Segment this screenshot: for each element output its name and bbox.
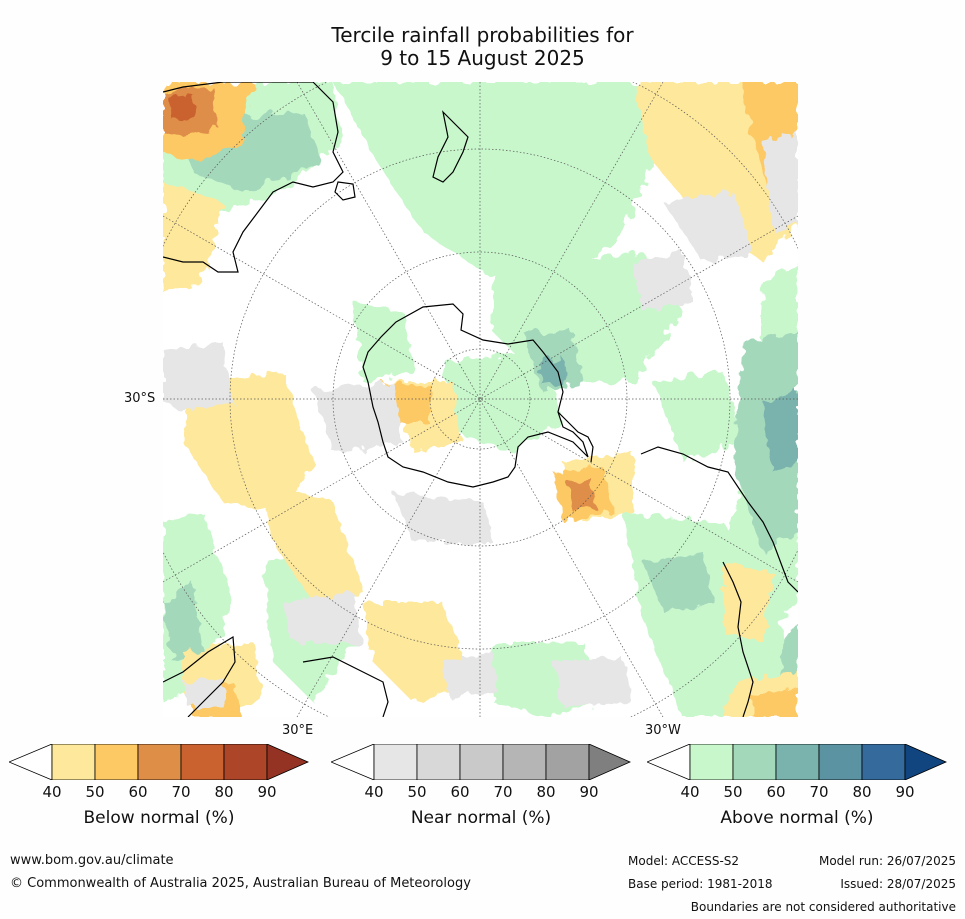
below-extend-low bbox=[9, 744, 53, 780]
tasmania-coast bbox=[334, 181, 356, 201]
near-tick-60: 60 bbox=[450, 783, 470, 801]
lon-label-30w: 30°W bbox=[645, 723, 681, 738]
above-extend-high bbox=[904, 744, 947, 780]
below-tick-60: 60 bbox=[128, 783, 148, 801]
near-swatch-50 bbox=[416, 744, 461, 780]
map-title-line1: Tercile rainfall probabilities for bbox=[331, 23, 634, 47]
near-tick-70: 70 bbox=[493, 783, 513, 801]
colorbar-near bbox=[331, 744, 631, 780]
south-america-coast bbox=[640, 446, 798, 717]
colorbar-near-title: Near normal (%) bbox=[410, 808, 552, 828]
colorbar-below-title: Below normal (%) bbox=[83, 808, 235, 828]
australia-coast bbox=[163, 82, 344, 273]
above-tick-40: 40 bbox=[680, 783, 700, 801]
colorbar-above-title: Above normal (%) bbox=[720, 808, 874, 828]
below-tick-50: 50 bbox=[85, 783, 105, 801]
above-tick-80: 80 bbox=[852, 783, 872, 801]
near-swatch-80 bbox=[545, 744, 590, 780]
near-swatch-60 bbox=[459, 744, 504, 780]
probability-fields bbox=[163, 82, 798, 717]
issued-text: Issued: 28/07/2025 bbox=[840, 877, 956, 891]
peninsula-coast bbox=[557, 411, 594, 463]
below-tick-40: 40 bbox=[42, 783, 62, 801]
near-tick-50: 50 bbox=[407, 783, 427, 801]
above-extend-low bbox=[647, 744, 691, 780]
above-tick-60: 60 bbox=[766, 783, 786, 801]
near-tick-80: 80 bbox=[536, 783, 556, 801]
coastlines bbox=[163, 82, 798, 717]
disclaimer-text: Boundaries are not considered authoritat… bbox=[690, 900, 956, 914]
below-swatch-70 bbox=[180, 744, 225, 780]
below-swatch-40 bbox=[51, 744, 96, 780]
below-normal-80 bbox=[168, 94, 195, 120]
above-swatch-70 bbox=[818, 744, 863, 780]
new-zealand-coast bbox=[432, 110, 469, 183]
website-link[interactable]: www.bom.gov.au/climate bbox=[10, 853, 174, 868]
below-tick-70: 70 bbox=[171, 783, 191, 801]
graticule bbox=[163, 82, 798, 717]
near-normal-50 bbox=[163, 132, 798, 707]
copyright-text: © Commonwealth of Australia 2025, Austra… bbox=[10, 876, 471, 891]
near-extend-low bbox=[331, 744, 375, 780]
above-swatch-40 bbox=[689, 744, 734, 780]
above-tick-50: 50 bbox=[723, 783, 743, 801]
probability-map bbox=[163, 82, 798, 717]
base-period-text: Base period: 1981-2018 bbox=[628, 877, 773, 891]
colorbar-below bbox=[9, 744, 309, 780]
below-swatch-50 bbox=[94, 744, 139, 780]
above-swatch-80 bbox=[861, 744, 906, 780]
above-tick-90: 90 bbox=[895, 783, 915, 801]
above-swatch-50 bbox=[732, 744, 777, 780]
near-swatch-40 bbox=[373, 744, 418, 780]
below-extend-high bbox=[266, 744, 309, 780]
polar-map-svg bbox=[163, 82, 798, 717]
below-tick-90: 90 bbox=[257, 783, 277, 801]
below-tick-80: 80 bbox=[214, 783, 234, 801]
lon-label-30e: 30°E bbox=[282, 723, 314, 738]
africa-coast bbox=[163, 635, 389, 717]
near-extend-high bbox=[588, 744, 631, 780]
above-normal-70 bbox=[538, 357, 798, 472]
above-swatch-60 bbox=[775, 744, 820, 780]
above-tick-70: 70 bbox=[809, 783, 829, 801]
below-swatch-60 bbox=[137, 744, 182, 780]
below-swatch-80 bbox=[223, 744, 268, 780]
antarctica-coast bbox=[362, 303, 589, 488]
near-swatch-70 bbox=[502, 744, 547, 780]
colorbar-above bbox=[647, 744, 947, 780]
model-run-text: Model run: 26/07/2025 bbox=[818, 854, 956, 868]
near-tick-40: 40 bbox=[364, 783, 384, 801]
lat-label-30s: 30°S bbox=[124, 391, 156, 406]
near-tick-90: 90 bbox=[579, 783, 599, 801]
model-text: Model: ACCESS-S2 bbox=[628, 854, 740, 868]
map-title-line2: 9 to 15 August 2025 bbox=[380, 46, 585, 70]
